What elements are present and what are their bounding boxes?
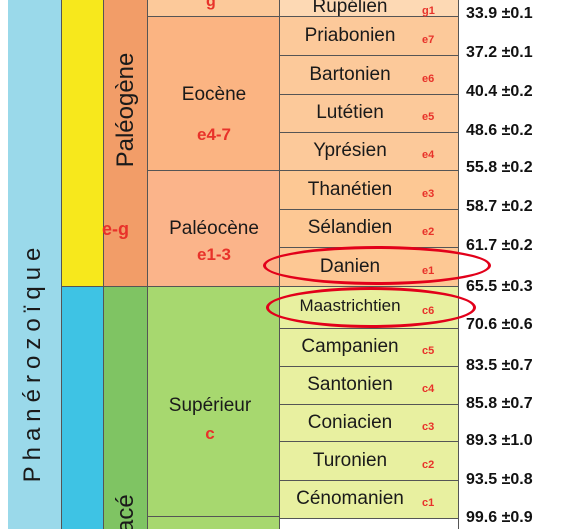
epoch-eocene-cell (148, 17, 280, 171)
age-label: 89.3 ±1.0 (466, 432, 533, 449)
stage-name: Sélandien (307, 217, 393, 238)
epoch-oligocene-code: g (206, 0, 216, 10)
age-label: 37.2 ±0.1 (466, 44, 533, 61)
age-label: 65.5 ±0.3 (466, 278, 533, 295)
stage-code: e7 (422, 34, 435, 46)
stage-row: Campanien c5 (280, 329, 458, 367)
stage-code: c4 (422, 383, 435, 395)
maastrichtien-highlight-ring (266, 287, 476, 328)
era-cenozoic-code: e-g (102, 219, 129, 239)
stage-name: Priabonien (304, 25, 396, 46)
stage-row: Rupélien g1 (280, 0, 458, 17)
stage-name: Cénomanien (296, 488, 404, 509)
stage-code: e5 (422, 111, 435, 123)
stage-row: Sélandien e2 (280, 210, 458, 248)
stage-name: Santonien (307, 374, 393, 395)
epoch-paleocene-cell (148, 171, 280, 287)
era-cenozoic-cell (62, 0, 104, 287)
era-mesozoic-cell (62, 287, 104, 529)
age-label: 83.5 ±0.7 (466, 357, 533, 374)
period-cretaceous-cell (104, 287, 148, 529)
stage-code: c2 (422, 459, 435, 471)
age-label: 40.4 ±0.2 (466, 83, 533, 100)
age-label: 33.9 ±0.1 (466, 5, 533, 22)
stage-code: c5 (422, 345, 435, 357)
period-paleogene-cell (104, 0, 148, 287)
stage-row: Thanétien e3 (280, 171, 458, 210)
eon-cell (8, 0, 62, 529)
epoch-upper-cretaceous-code: c (205, 424, 215, 443)
danien-highlight-ring (263, 246, 491, 285)
stage-name: Rupélien (312, 0, 388, 17)
period-paleogene-label: Paléogène (112, 52, 139, 168)
period-cretaceous-label: étacé (112, 494, 139, 529)
stage-row: Priabonien e7 (280, 17, 458, 56)
stage-name: Lutétien (316, 102, 384, 123)
epoch-eocene-code: e4-7 (196, 125, 232, 144)
stage-row: Yprésien e4 (280, 133, 458, 171)
age-label: 70.6 ±0.6 (466, 316, 533, 333)
age-label: 58.7 ±0.2 (466, 198, 533, 215)
age-label: 48.6 ±0.2 (466, 122, 533, 139)
stage-code: e6 (422, 73, 435, 85)
stage-code: e2 (422, 226, 435, 238)
stage-row: Turonien c2 (280, 442, 458, 481)
stage-name: Thanétien (307, 179, 393, 200)
stage-name: Turonien (312, 450, 388, 471)
epoch-eocene-name: Eocène (181, 84, 247, 105)
stage-code: e3 (422, 188, 435, 200)
stage-name: Bartonien (309, 64, 391, 85)
stage-name: Coniacien (307, 412, 393, 433)
age-label: 93.5 ±0.8 (466, 471, 533, 488)
stage-row: Bartonien e6 (280, 56, 458, 95)
stage-row: Lutétien e5 (280, 95, 458, 133)
age-label: 99.6 ±0.9 (466, 509, 533, 526)
epoch-lower-cretaceous-cell (148, 517, 280, 529)
age-label: 61.7 ±0.2 (466, 237, 533, 254)
era-cenozoic-label: e-g (102, 219, 129, 240)
stage-row: Cénomanien c1 (280, 481, 458, 519)
stage-row: Coniacien c3 (280, 405, 458, 442)
epoch-oligocene-cell (148, 0, 280, 17)
eon-label: Phanérozoïque (19, 241, 46, 483)
epoch-upper-cretaceous-cell (148, 287, 280, 517)
stage-code: e4 (422, 149, 435, 161)
epoch-upper-cretaceous-name: Supérieur (168, 395, 252, 416)
stage-code: c3 (422, 421, 435, 433)
stage-code: g1 (422, 5, 435, 17)
epoch-paleocene-name: Paléocène (169, 218, 259, 239)
stage-name: Campanien (301, 336, 399, 357)
stage-code: c1 (422, 497, 435, 509)
age-label: 55.8 ±0.2 (466, 159, 533, 176)
age-label: 85.8 ±0.7 (466, 395, 533, 412)
stage-row: Santonien c4 (280, 367, 458, 405)
stage-name: Yprésien (313, 140, 387, 161)
epoch-paleocene-code: e1-3 (196, 245, 232, 264)
